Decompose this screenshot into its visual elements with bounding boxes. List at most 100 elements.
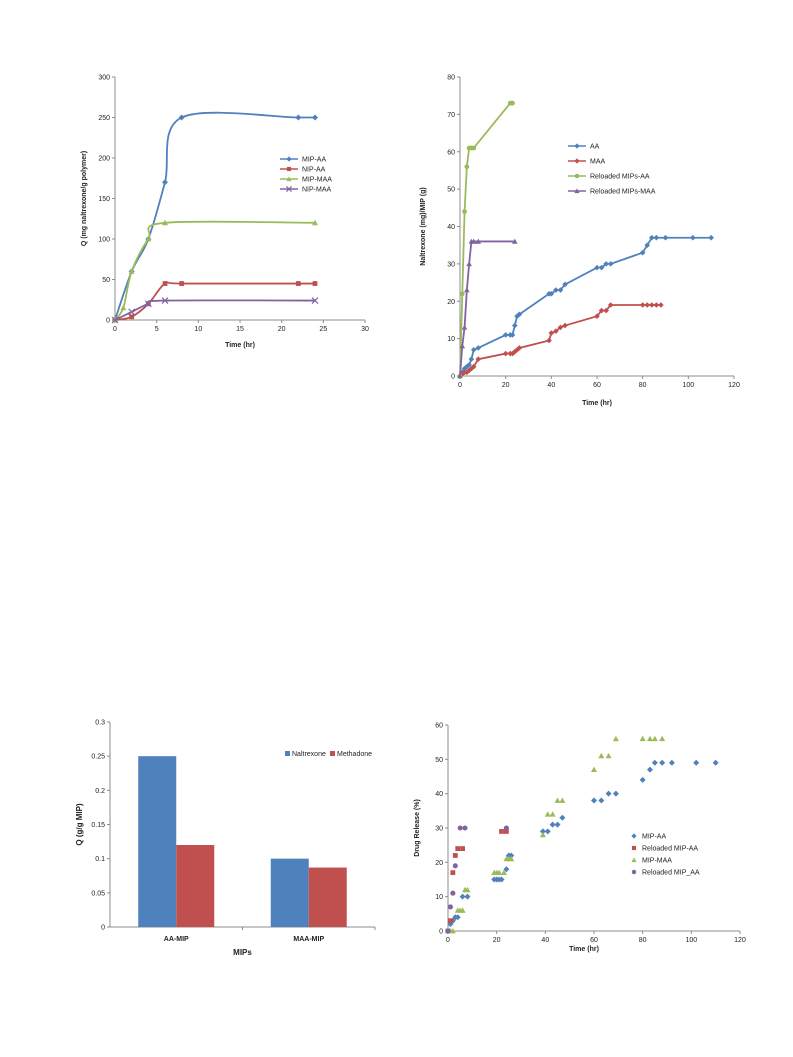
data-point xyxy=(504,829,509,834)
data-point xyxy=(690,234,696,241)
legend-marker xyxy=(631,857,637,863)
x-tick-label: 80 xyxy=(639,382,647,389)
y-tick-label: 0.15 xyxy=(91,822,105,829)
data-point xyxy=(607,261,614,267)
chart-naltrexone-vs-time: 0 10 20 30 40 50 60 70 80 0 20 40 60 80 100 120 Time (hr… xyxy=(420,75,740,408)
data-point xyxy=(548,330,555,336)
bar-methadone-aa-mip xyxy=(176,845,215,927)
legend-item-reloaded-mip-aa: Reloaded MIP_AA xyxy=(631,870,700,877)
data-point xyxy=(649,234,655,241)
data-point xyxy=(598,797,605,804)
series-mip-aa xyxy=(112,111,318,323)
legend-label: NIP-AA xyxy=(302,167,326,174)
data-point xyxy=(607,302,614,308)
data-point xyxy=(466,361,472,368)
x-tick-label: 0 xyxy=(458,382,462,389)
data-point xyxy=(178,114,185,121)
y-tick-label: 70 xyxy=(447,112,455,119)
data-point xyxy=(712,759,719,766)
data-point xyxy=(649,302,655,308)
data-point xyxy=(162,179,168,186)
series-line xyxy=(459,304,661,377)
x-category-label: MAA-MIP xyxy=(293,936,324,943)
y-tick-label: 0.2 xyxy=(95,788,105,795)
x-tick-label: 5 xyxy=(155,326,159,333)
x-tick-label: 100 xyxy=(682,382,694,389)
legend-item-maa: MAA xyxy=(568,158,606,166)
legend-label: Reloaded MIPs-MAA xyxy=(590,189,656,196)
data-point xyxy=(452,853,458,858)
data-point xyxy=(639,776,646,783)
data-point xyxy=(162,219,168,226)
series-mip-maa xyxy=(445,735,666,934)
y-tick-label: 30 xyxy=(435,826,443,833)
bar-naltrexone-maa-mip xyxy=(270,858,309,927)
data-point xyxy=(651,735,658,742)
y-tick-label: 100 xyxy=(98,237,110,244)
data-point xyxy=(457,373,463,379)
legend-swatch xyxy=(330,751,335,756)
y-tick-label: 0.3 xyxy=(95,720,105,727)
data-point xyxy=(499,829,504,834)
y-tick-label: 10 xyxy=(447,336,455,343)
data-point xyxy=(553,328,559,334)
data-point xyxy=(646,766,653,773)
series-nip-aa xyxy=(112,281,318,323)
data-point xyxy=(459,343,466,349)
x-tick-label: 0 xyxy=(113,326,117,333)
data-point xyxy=(598,752,605,759)
legend-item-aa: AA xyxy=(568,143,600,151)
data-point xyxy=(144,300,152,308)
x-axis-title: Time (hr) xyxy=(225,342,255,349)
data-point xyxy=(516,345,523,351)
x-tick-label: 120 xyxy=(728,382,740,389)
data-point xyxy=(459,893,466,900)
data-point xyxy=(128,308,136,316)
legend-item-naltrexone: Naltrexone xyxy=(285,751,326,758)
data-point xyxy=(509,350,516,357)
x-axis-title: MIPs xyxy=(233,948,252,957)
y-tick-label: 20 xyxy=(435,860,443,867)
data-point xyxy=(693,759,700,766)
y-tick-label: 0 xyxy=(106,318,110,325)
legend-label: MIP-MAA xyxy=(302,177,332,184)
data-point xyxy=(500,869,507,876)
data-point xyxy=(461,324,468,330)
data-point xyxy=(548,290,555,297)
x-tick-label: 20 xyxy=(502,382,510,389)
x-tick-label: 60 xyxy=(593,382,601,389)
series-line xyxy=(114,111,316,321)
y-tick-label: 250 xyxy=(98,115,110,122)
data-point xyxy=(644,302,651,308)
legend-marker xyxy=(286,176,292,182)
data-point xyxy=(464,164,470,170)
series-reloaded-mips-maa xyxy=(457,238,518,379)
data-point xyxy=(464,893,471,900)
data-point xyxy=(612,735,619,742)
y-tick-label: 30 xyxy=(447,261,455,268)
legend-marker xyxy=(286,156,292,162)
data-point xyxy=(653,234,660,241)
data-point xyxy=(512,322,518,329)
legend-label: Naltrexone xyxy=(292,751,326,758)
data-point xyxy=(508,855,515,862)
y-tick-label: 0 xyxy=(439,929,443,936)
data-point xyxy=(459,291,465,297)
data-point xyxy=(455,846,461,851)
y-axis-title: Q (mg naltrexone/g polymer) xyxy=(81,151,88,246)
data-point xyxy=(605,790,612,797)
legend-marker xyxy=(286,166,292,172)
data-point xyxy=(544,811,551,817)
data-point xyxy=(111,316,119,324)
legend-marker xyxy=(574,158,580,164)
data-point xyxy=(460,846,465,851)
legend-item-mip-maa: MIP-MAA xyxy=(280,176,332,184)
x-tick-label: 25 xyxy=(319,326,327,333)
data-point xyxy=(312,114,318,121)
data-point xyxy=(659,759,666,766)
data-point xyxy=(447,904,453,910)
data-point xyxy=(503,866,510,873)
data-point xyxy=(668,759,675,766)
legend-item-reloaded-mip-aa: Reloaded MIP-AA xyxy=(631,846,698,853)
chart-q-vs-time: 0 50 100 150 200 250 300 0 5 10 15 20 25 30 Time (hr) Q… xyxy=(81,75,369,350)
